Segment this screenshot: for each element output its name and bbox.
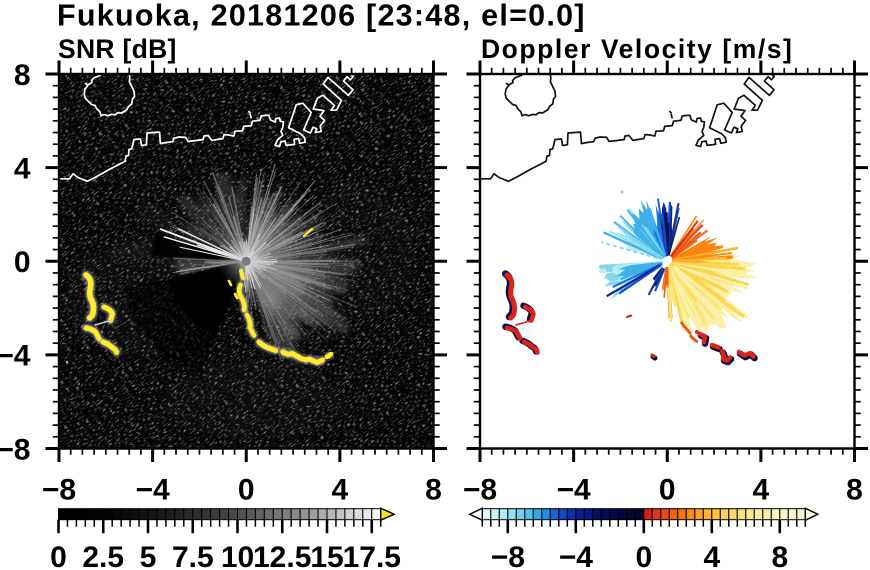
svg-text:SNR [dB]: SNR [dB]: [58, 34, 177, 64]
svg-text:0: 0: [14, 246, 31, 279]
svg-text:8: 8: [771, 541, 788, 570]
svg-text:0: 0: [635, 541, 652, 570]
svg-text:−4: −4: [0, 340, 31, 373]
svg-text:12.5: 12.5: [253, 541, 311, 570]
svg-text:−4: −4: [559, 541, 594, 570]
svg-text:−8: −8: [0, 433, 31, 466]
svg-text:−8: −8: [463, 474, 497, 507]
svg-text:10: 10: [221, 541, 254, 570]
svg-text:−4: −4: [556, 474, 591, 507]
svg-text:5: 5: [140, 541, 157, 570]
svg-text:17.5: 17.5: [343, 541, 401, 570]
svg-text:4: 4: [332, 474, 349, 507]
svg-text:−8: −8: [491, 541, 525, 570]
svg-text:0: 0: [659, 474, 676, 507]
svg-text:8: 8: [846, 474, 863, 507]
svg-text:0: 0: [238, 474, 255, 507]
svg-text:2.5: 2.5: [82, 541, 124, 570]
svg-text:Doppler Velocity [m/s]: Doppler Velocity [m/s]: [481, 34, 793, 64]
svg-text:15: 15: [310, 541, 343, 570]
svg-text:7.5: 7.5: [172, 541, 214, 570]
svg-text:8: 8: [14, 59, 31, 92]
svg-text:Fukuoka, 20181206 [23:48, el=0: Fukuoka, 20181206 [23:48, el=0.0]: [57, 0, 586, 33]
svg-text:−8: −8: [42, 474, 76, 507]
svg-text:−4: −4: [135, 474, 170, 507]
svg-text:4: 4: [753, 474, 770, 507]
svg-text:4: 4: [14, 152, 31, 185]
svg-text:0: 0: [50, 541, 67, 570]
svg-text:8: 8: [425, 474, 442, 507]
svg-text:4: 4: [703, 541, 720, 570]
